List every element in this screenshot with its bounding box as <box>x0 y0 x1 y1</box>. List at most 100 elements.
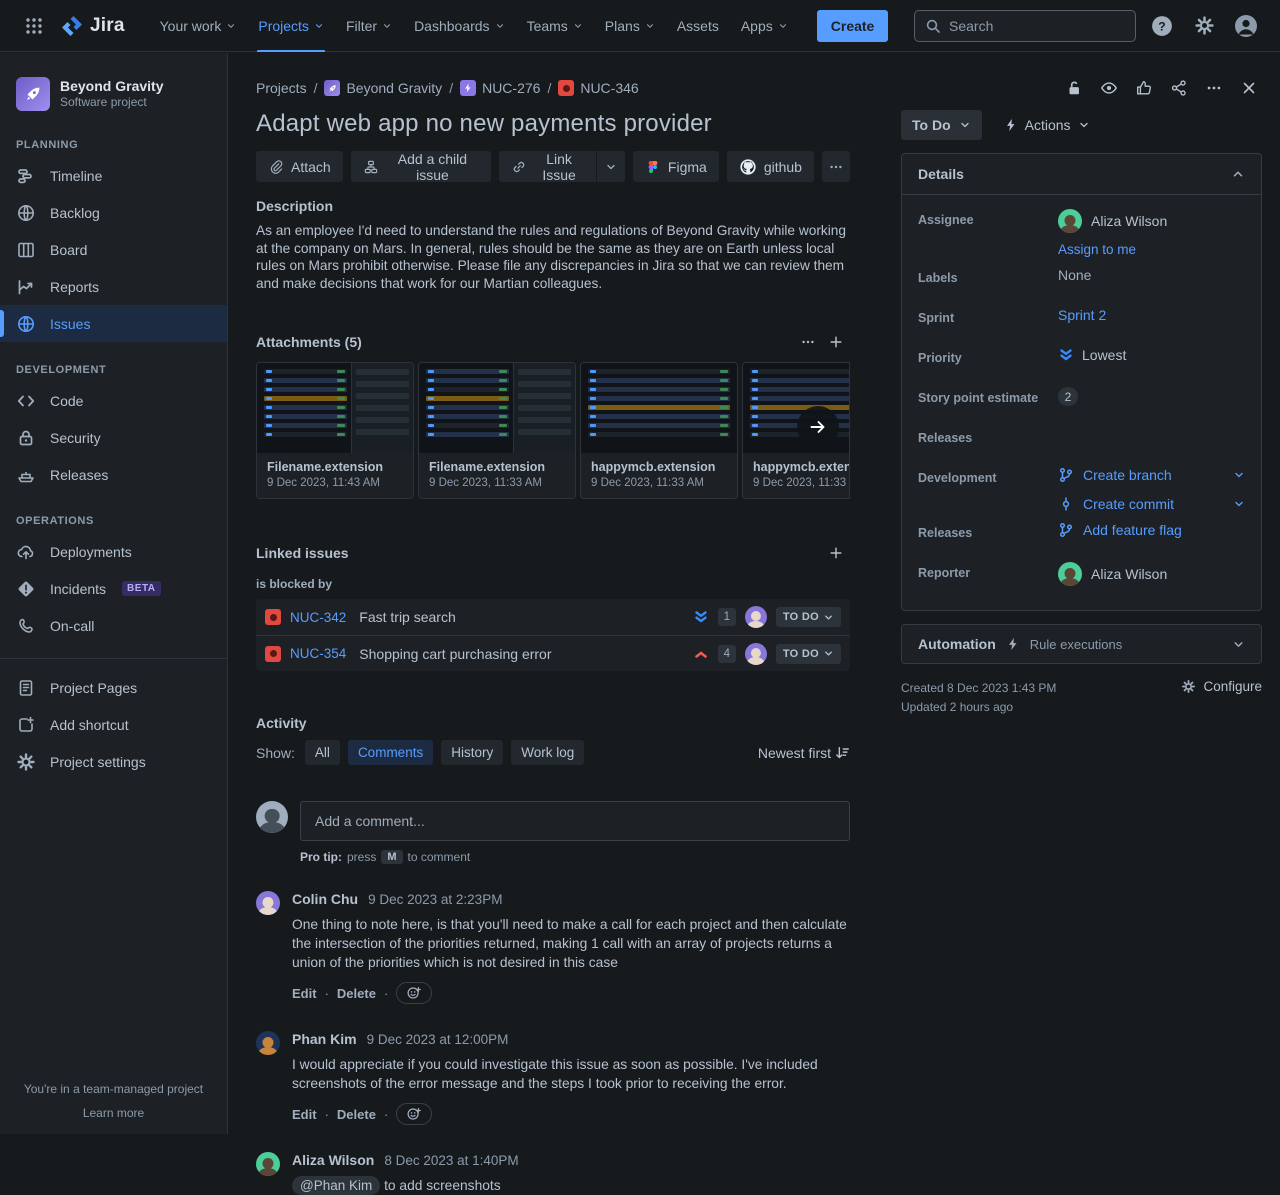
linked-issue-row[interactable]: NUC-354 Shopping cart purchasing error 4… <box>256 635 850 671</box>
comment-author[interactable]: Aliza Wilson <box>292 1152 375 1168</box>
settings-button[interactable] <box>1188 10 1220 42</box>
sidebar-item-oncall[interactable]: On-call <box>0 607 227 644</box>
attachment-card[interactable]: happymcb.extension 9 Dec 2023, 11:33 AM <box>580 362 738 499</box>
nav-dashboards[interactable]: Dashboards <box>403 0 516 52</box>
issue-key-link[interactable]: NUC-354 <box>290 646 347 661</box>
vote-button[interactable] <box>1131 75 1157 101</box>
automation-header[interactable]: Automation Rule executions <box>902 625 1261 663</box>
share-button[interactable] <box>1166 75 1192 101</box>
sidebar-item-board[interactable]: Board <box>0 231 227 268</box>
comment-delete-button[interactable]: Delete <box>336 985 376 1001</box>
filter-worklog[interactable]: Work log <box>511 740 585 765</box>
mention-chip[interactable]: @Phan Kim <box>292 1176 381 1195</box>
keyboard-key-m: M <box>381 850 403 864</box>
epic-icon <box>460 80 477 96</box>
nav-plans[interactable]: Plans <box>594 0 666 52</box>
breadcrumb-projects[interactable]: Projects <box>256 80 307 96</box>
sidebar-item-issues[interactable]: Issues <box>0 305 227 342</box>
comment-edit-button[interactable]: Edit <box>292 1106 317 1122</box>
add-feature-flag-link[interactable]: Add feature flag <box>1058 522 1245 538</box>
create-button[interactable]: Create <box>816 9 889 42</box>
sidebar-item-incidents[interactable]: Incidents BETA <box>0 570 227 607</box>
priority-value[interactable]: Lowest <box>1058 347 1245 363</box>
breadcrumb-project[interactable]: Beyond Gravity <box>324 80 442 96</box>
github-button[interactable]: github <box>726 151 814 182</box>
link-issue-dropdown-button[interactable] <box>595 151 625 182</box>
configure-button[interactable]: Configure <box>1181 679 1262 694</box>
filter-all[interactable]: All <box>304 740 340 765</box>
sprint-link[interactable]: Sprint 2 <box>1058 307 1107 323</box>
reporter-value[interactable]: Aliza Wilson <box>1058 562 1245 586</box>
search-input[interactable] <box>949 17 1125 34</box>
nav-apps[interactable]: Apps <box>730 0 799 52</box>
sidebar-item-security[interactable]: Security <box>0 419 227 456</box>
story-point-badge[interactable]: 2 <box>1058 387 1078 406</box>
status-dropdown[interactable]: TO DO <box>775 607 841 627</box>
attachment-card[interactable]: Filename.extension 9 Dec 2023, 11:33 AM <box>418 362 576 499</box>
actions-dropdown[interactable]: Actions <box>1004 117 1090 133</box>
more-actions-button[interactable] <box>821 151 850 182</box>
field-priority: Priority Lowest <box>918 347 1245 377</box>
profile-button[interactable] <box>1230 10 1262 42</box>
breadcrumb-issue[interactable]: NUC-346 <box>558 80 639 96</box>
priority-lowest-icon <box>693 609 709 625</box>
link-issue-button[interactable]: Link Issue <box>499 151 596 182</box>
status-transition-dropdown[interactable]: To Do <box>901 110 982 140</box>
restrict-access-button[interactable] <box>1061 75 1087 101</box>
nav-projects[interactable]: Projects <box>247 0 335 52</box>
attachments-more-button[interactable] <box>794 328 822 356</box>
sidebar-item-backlog[interactable]: Backlog <box>0 194 227 231</box>
comment-delete-button[interactable]: Delete <box>336 1106 376 1122</box>
lock-icon <box>16 428 36 448</box>
filter-history[interactable]: History <box>441 740 504 765</box>
sidebar-item-deployments[interactable]: Deployments <box>0 533 227 570</box>
attachments-add-button[interactable] <box>822 328 850 356</box>
description-text[interactable]: As an employee I'd need to understand th… <box>256 223 847 291</box>
comment-input[interactable] <box>300 801 850 841</box>
comment-author[interactable]: Colin Chu <box>292 891 359 907</box>
filter-comments[interactable]: Comments <box>347 740 434 765</box>
comment-author[interactable]: Phan Kim <box>292 1031 357 1047</box>
nav-your-work[interactable]: Your work <box>149 0 248 52</box>
sidebar-item-project-settings[interactable]: Project settings <box>0 743 227 780</box>
sidebar-item-code[interactable]: Code <box>0 382 227 419</box>
attachment-card[interactable]: Filename.extension 9 Dec 2023, 11:43 AM <box>256 362 414 499</box>
more-options-button[interactable] <box>1201 75 1227 101</box>
status-dropdown[interactable]: TO DO <box>775 643 841 664</box>
comment-edit-button[interactable]: Edit <box>292 985 317 1001</box>
app-switcher-button[interactable] <box>18 10 50 42</box>
global-search[interactable] <box>914 9 1136 42</box>
nav-label: Filter <box>345 17 378 34</box>
sidebar-item-add-shortcut[interactable]: Add shortcut <box>0 706 227 743</box>
add-reaction-button[interactable] <box>396 1103 433 1125</box>
assignee-value[interactable]: Aliza Wilson <box>1058 209 1245 233</box>
attach-button[interactable]: Attach <box>256 151 343 182</box>
linked-issue-row[interactable]: NUC-342 Fast trip search 1 TO DO <box>256 599 850 635</box>
details-panel-header[interactable]: Details <box>902 154 1261 195</box>
add-child-issue-button[interactable]: Add a child issue <box>350 151 492 183</box>
figma-button[interactable]: Figma <box>632 151 719 182</box>
labels-value[interactable]: None <box>1058 267 1092 283</box>
close-button[interactable] <box>1236 75 1262 101</box>
attachments-scroll-right-button[interactable] <box>797 406 839 448</box>
watch-button[interactable] <box>1096 75 1122 101</box>
breadcrumb-epic[interactable]: NUC-276 <box>460 80 540 96</box>
assign-to-me-link[interactable]: Assign to me <box>1058 242 1137 257</box>
learn-more-link[interactable]: Learn more <box>82 1106 145 1120</box>
jira-logo[interactable]: Jira <box>58 14 133 38</box>
linked-issues-add-button[interactable] <box>822 539 850 567</box>
sidebar-item-releases[interactable]: Releases <box>0 456 227 493</box>
sidebar-item-timeline[interactable]: Timeline <box>0 157 227 194</box>
nav-teams[interactable]: Teams <box>516 0 594 52</box>
create-commit-link[interactable]: Create commit <box>1058 496 1245 512</box>
project-header[interactable]: Beyond Gravity Software project <box>0 73 227 117</box>
add-reaction-button[interactable] <box>396 982 433 1004</box>
sort-order-button[interactable]: Newest first <box>758 745 850 761</box>
sidebar-item-reports[interactable]: Reports <box>0 268 227 305</box>
help-button[interactable] <box>1146 10 1178 42</box>
sidebar-item-project-pages[interactable]: Project Pages <box>0 669 227 706</box>
create-branch-link[interactable]: Create branch <box>1058 467 1245 483</box>
issue-key-link[interactable]: NUC-342 <box>290 609 347 625</box>
nav-assets[interactable]: Assets <box>666 0 730 52</box>
nav-filter[interactable]: Filter <box>335 0 403 52</box>
